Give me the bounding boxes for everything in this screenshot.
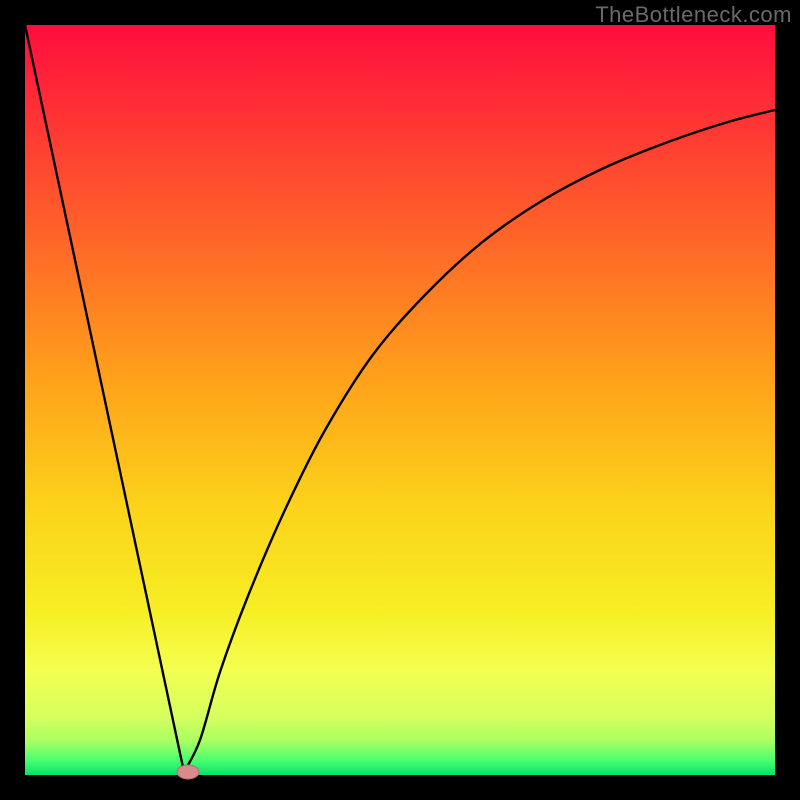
chart-container: TheBottleneck.com <box>0 0 800 800</box>
watermark-text: TheBottleneck.com <box>595 2 792 28</box>
optimum-marker <box>177 765 199 779</box>
gradient-background <box>25 25 775 775</box>
bottleneck-chart <box>0 0 800 800</box>
